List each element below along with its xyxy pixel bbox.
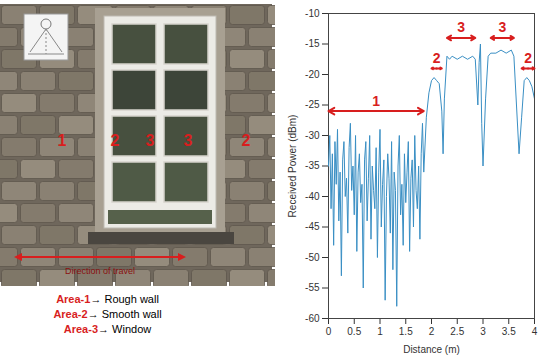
svg-text:-40: -40 [305,191,320,202]
svg-text:-55: -55 [305,282,320,293]
svg-text:1: 1 [372,93,380,109]
svg-text:4: 4 [532,326,538,337]
svg-text:2: 2 [111,132,120,149]
svg-text:3.5: 3.5 [502,326,516,337]
svg-text:0: 0 [326,326,332,337]
svg-text:2.5: 2.5 [450,326,464,337]
html-text:Area-1 → Rough wall: Area-1 → Rough wall [56,293,159,305]
svg-text:1.5: 1.5 [399,326,413,337]
svg-text:-60: -60 [305,313,320,324]
svg-text:2: 2 [433,50,441,66]
svg-text:3: 3 [184,132,193,149]
svg-text:-50: -50 [305,252,320,263]
svg-text:2: 2 [524,50,532,66]
svg-text:3: 3 [146,132,155,149]
svg-text:2: 2 [429,326,435,337]
svg-text:Received Power (dBm): Received Power (dBm) [287,115,298,218]
svg-text:-20: -20 [305,69,320,80]
svg-text:Distance (m): Distance (m) [403,344,460,355]
svg-text:Direction of travel: Direction of travel [65,266,135,276]
svg-text:1: 1 [377,326,383,337]
svg-text:0.5: 0.5 [347,326,361,337]
svg-text:3: 3 [480,326,486,337]
svg-text:-15: -15 [305,38,320,49]
svg-text:3: 3 [498,19,506,35]
svg-text:-35: -35 [305,160,320,171]
svg-text:-30: -30 [305,130,320,141]
svg-text:2: 2 [242,132,251,149]
svg-text:3: 3 [457,19,465,35]
html-text:Area-3 → Window: Area-3 → Window [63,323,152,335]
svg-text:-10: -10 [305,8,320,19]
svg-text:-45: -45 [305,221,320,232]
svg-text:1: 1 [58,132,67,149]
html-text:Area-2 → Smooth wall: Area-2 → Smooth wall [53,308,162,320]
svg-text:-25: -25 [305,99,320,110]
